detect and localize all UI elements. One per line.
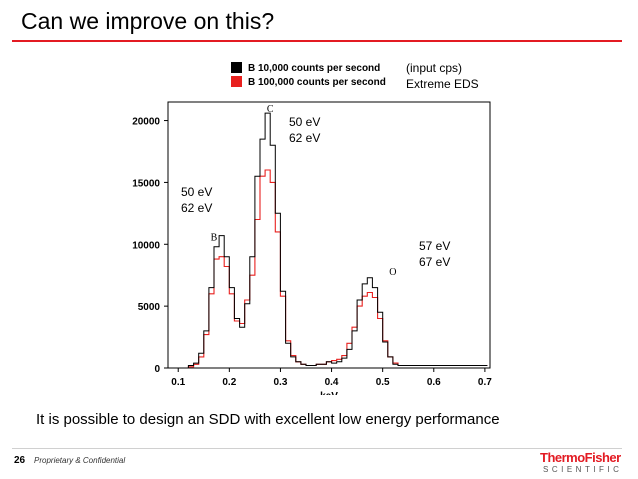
legend-label-red: B 100,000 counts per second	[248, 77, 386, 88]
chart-legend: B 10,000 counts per second B 100,000 cou…	[231, 62, 386, 88]
x-tick-label: 0.6	[427, 377, 441, 388]
y-tick-label: 15000	[132, 178, 160, 189]
x-tick-label: 0.7	[478, 377, 492, 388]
annotation-o-resolution-1: 57 eV	[419, 239, 451, 253]
footer-note: Proprietary & Confidential	[34, 456, 126, 465]
x-tick-label: 0.3	[273, 377, 287, 388]
thermo-fisher-logo: ThermoFisher SCIENTIFIC	[540, 450, 628, 476]
x-tick-label: 0.2	[222, 377, 236, 388]
slide-title: Can we improve on this?	[21, 8, 275, 34]
logo-subtitle: SCIENTIFIC	[543, 465, 623, 474]
annotation-extreme-eds: Extreme EDS	[406, 77, 479, 91]
annotation-c-resolution-2: 62 eV	[289, 131, 321, 145]
annotation-c-resolution-1: 50 eV	[289, 115, 321, 129]
legend-swatch-black	[231, 62, 242, 73]
logo-wordmark: ThermoFisher	[540, 450, 621, 465]
page-number: 26	[14, 455, 26, 466]
title-rule	[12, 40, 622, 42]
annotation-b-resolution-1: 50 eV	[181, 185, 213, 199]
x-tick-label: 0.5	[376, 377, 390, 388]
legend-swatch-red	[231, 76, 242, 87]
y-tick-label: 5000	[138, 302, 161, 313]
y-tick-label: 10000	[132, 240, 160, 251]
y-tick-label: 0	[154, 364, 160, 375]
peak-label-c: C	[267, 104, 274, 115]
spectrum-chart: B 10,000 counts per second B 100,000 cou…	[132, 62, 492, 395]
legend-label-black: B 10,000 counts per second	[248, 63, 380, 74]
x-axis-label: keV	[320, 391, 338, 395]
x-tick-label: 0.4	[325, 377, 339, 388]
peak-label-b: B	[211, 233, 218, 244]
x-tick-label: 0.1	[171, 377, 185, 388]
peak-label-o: O	[389, 267, 396, 278]
plot-frame	[167, 101, 491, 369]
y-tick-label: 20000	[132, 117, 160, 128]
plot-layer: 0 5000 10000 15000 20000 0.1 0.2 0.3 0.4 0.5 0.6 0.…	[132, 101, 492, 395]
series-line-10k-cps	[168, 112, 488, 369]
annotation-b-resolution-2: 62 eV	[181, 201, 213, 215]
slide-caption: It is possible to design an SDD with exc…	[36, 411, 500, 428]
footer-rule	[12, 448, 622, 449]
annotation-input-cps: (input cps)	[406, 61, 463, 75]
annotation-o-resolution-2: 67 eV	[419, 255, 451, 269]
